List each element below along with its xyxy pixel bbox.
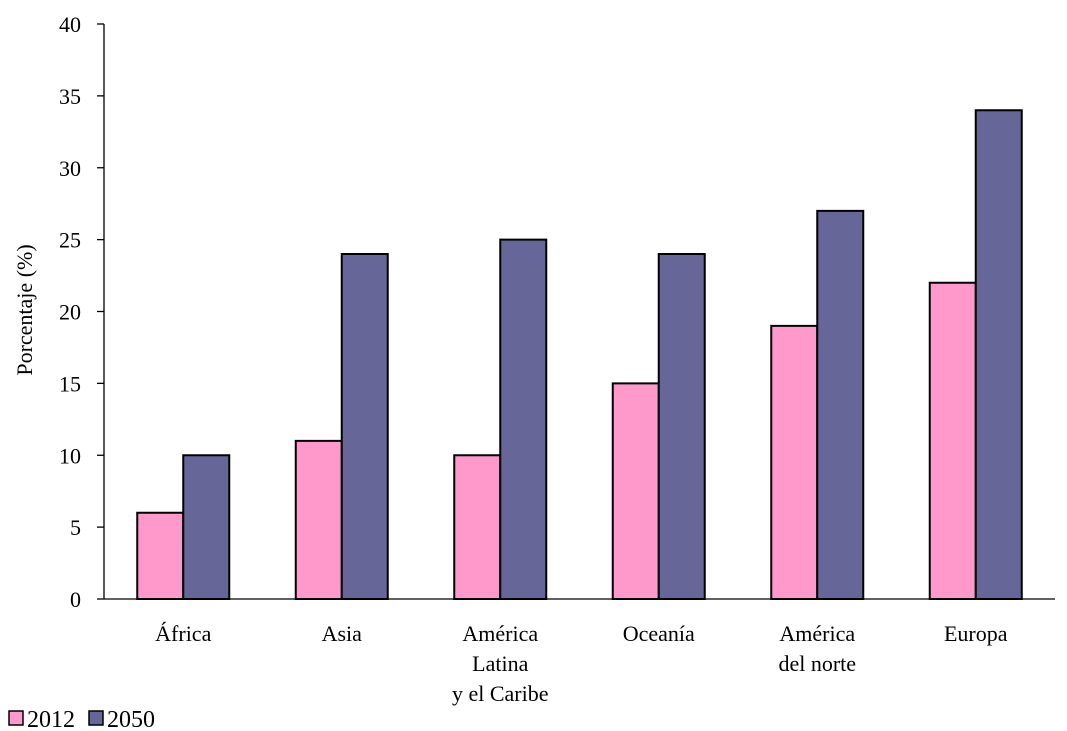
y-tick-label: 10 [59, 443, 81, 468]
y-axis-label: Porcentaje (%) [12, 244, 37, 375]
legend-swatch-2012 [8, 710, 24, 726]
x-category-label: Oceanía [623, 621, 695, 646]
legend-swatch-2050 [88, 710, 104, 726]
x-category-label: América [462, 621, 538, 646]
bar-2012-0 [136, 511, 185, 600]
bar-2050-1 [340, 253, 389, 600]
y-tick-label: 5 [70, 515, 81, 540]
bar-2050-3 [657, 253, 706, 600]
x-category-label: Latina [472, 651, 528, 676]
bar-2050-0 [182, 454, 231, 600]
y-tick-label: 30 [59, 156, 81, 181]
y-tick-label: 0 [70, 587, 81, 612]
bar-2050-5 [974, 109, 1023, 600]
category-labels: África Asia América Latina y el Caribe Oceaní… [155, 621, 1008, 706]
bar-2050-4 [816, 209, 865, 600]
bar-2050-2 [499, 238, 548, 600]
legend-label-2012: 2012 [27, 707, 75, 731]
y-tick-label: 40 [59, 12, 81, 37]
bar-2012-3 [611, 382, 660, 600]
bar-2012-5 [928, 281, 977, 600]
bars [136, 109, 1023, 600]
y-tick-label: 15 [59, 371, 81, 396]
x-category-label: y el Caribe [452, 681, 549, 706]
bar-2012-1 [294, 439, 343, 600]
x-category-label: África [155, 621, 211, 646]
x-category-label: Europa [944, 621, 1008, 646]
x-category-label: América [779, 621, 855, 646]
bar-2012-4 [770, 324, 819, 600]
y-tick-label: 20 [59, 300, 81, 325]
legend-label-2050: 2050 [107, 707, 155, 731]
bar-2012-2 [453, 454, 502, 600]
y-tick-label: 35 [59, 84, 81, 109]
x-category-label: del norte [778, 651, 856, 676]
legend: 2012 2050 [8, 707, 155, 731]
y-tick-label: 25 [59, 228, 81, 253]
y-axis: 0 5 10 15 20 25 30 35 40 [59, 12, 105, 612]
x-category-label: Asia [322, 621, 363, 646]
